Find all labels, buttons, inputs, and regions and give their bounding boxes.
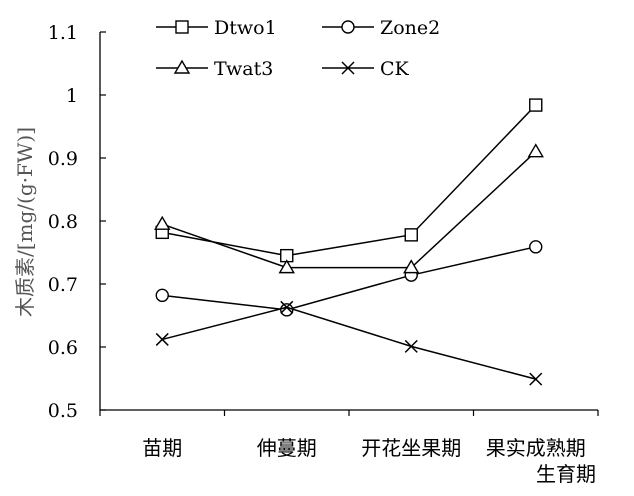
y-tick-label: 0.6 <box>48 337 78 359</box>
y-ticks: 0.5 0.6 0.7 0.8 0.9 1 1.1 <box>48 22 106 422</box>
x-tick-label: 苗期 <box>142 436 182 460</box>
y-axis-title: 木质素/[mg/(g·FW)] <box>13 127 37 317</box>
data-point <box>529 240 543 254</box>
y-tick-label: 1 <box>66 85 78 107</box>
legend-entry-zone2: Zone2 <box>322 17 440 39</box>
data-point <box>155 288 169 303</box>
y-tick-label: 0.5 <box>48 400 78 422</box>
x-tick-label: 伸蔓期 <box>257 436 317 460</box>
y-tick-label: 0.8 <box>48 211 78 233</box>
legend-marker <box>175 20 189 34</box>
data-point <box>529 372 543 386</box>
data-point <box>404 339 418 353</box>
x-ticks: 苗期 伸蔓期 开花坐果期 果实成熟期 <box>99 410 599 460</box>
legend-label: Zone2 <box>380 17 440 39</box>
series-line-ck <box>162 306 536 380</box>
data-point <box>280 303 294 317</box>
legend-label: Dtwo1 <box>214 17 277 39</box>
x-axis-title: 生育期 <box>536 462 596 486</box>
legend-label: CK <box>380 58 410 80</box>
data-point <box>280 300 294 314</box>
data-point <box>278 259 295 274</box>
legend-entry-dtwo1: Dtwo1 <box>156 17 277 39</box>
series-twat3 <box>154 143 544 274</box>
data-point <box>529 98 543 112</box>
plot-area: 0.5 0.6 0.7 0.8 0.9 1 1.1 苗期 伸蔓期 开花坐果期 果实成熟期 <box>48 22 599 460</box>
series-layer <box>154 98 544 386</box>
x-tick-label: 果实成熟期 <box>486 436 586 460</box>
legend-entry-twat3: Twat3 <box>156 58 273 80</box>
y-tick-label: 0.7 <box>48 274 78 296</box>
data-point <box>527 143 544 158</box>
data-point <box>403 259 420 274</box>
data-point <box>155 332 169 346</box>
x-tick-label: 开花坐果期 <box>361 436 461 460</box>
legend-marker <box>173 59 191 74</box>
legend-marker <box>341 61 355 75</box>
series-ck <box>155 300 543 386</box>
series-zone2 <box>155 240 543 317</box>
legend: Dtwo1 Zone2 Twat3 CK <box>156 17 440 80</box>
legend-entry-ck: CK <box>322 58 410 80</box>
series-line-dtwo1 <box>162 104 537 257</box>
series-line-zone2 <box>162 246 536 311</box>
series-dtwo1 <box>155 98 543 263</box>
y-tick-label: 0.9 <box>48 148 78 170</box>
legend-label: Twat3 <box>214 58 273 80</box>
data-point <box>154 215 171 230</box>
series-line-twat3 <box>162 151 537 269</box>
data-point <box>404 228 418 242</box>
legend-marker <box>341 20 355 34</box>
y-tick-label: 1.1 <box>48 22 78 44</box>
